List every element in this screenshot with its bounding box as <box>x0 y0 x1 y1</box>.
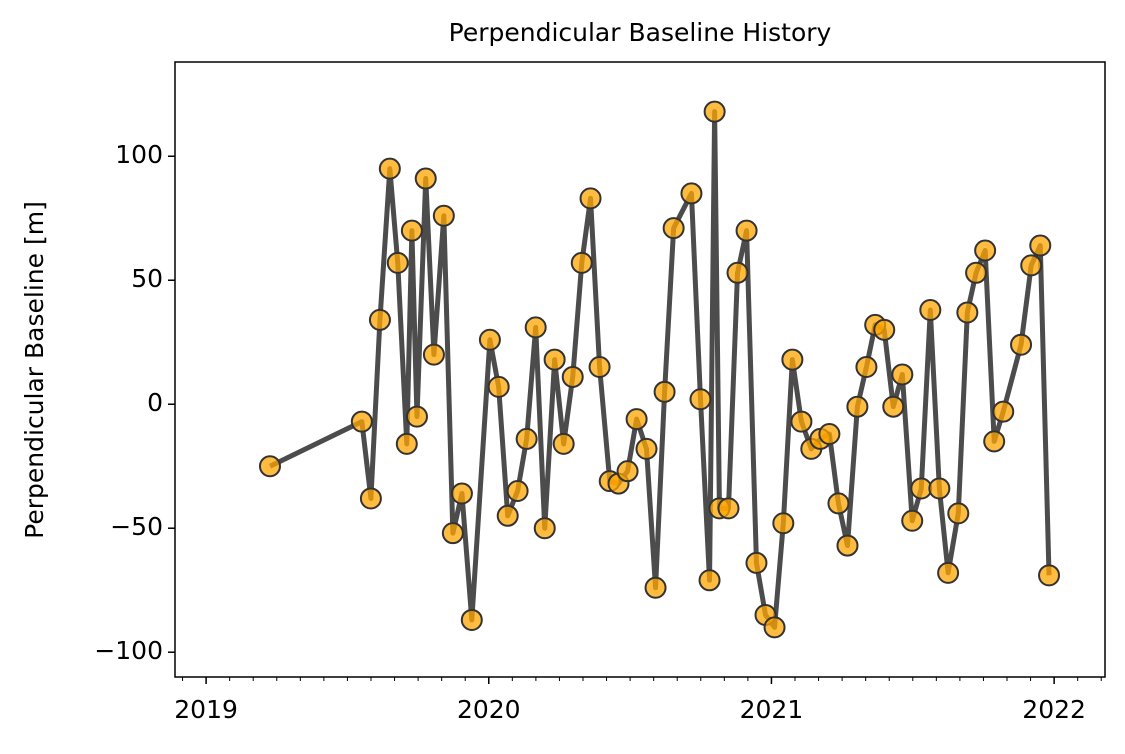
point <box>386 251 409 274</box>
point <box>974 239 997 262</box>
point <box>956 301 979 324</box>
point <box>717 497 740 520</box>
point <box>625 408 648 431</box>
point <box>689 388 712 411</box>
point <box>901 509 924 532</box>
point <box>588 356 611 379</box>
point <box>400 219 423 242</box>
point <box>533 517 556 540</box>
point <box>1010 333 1033 356</box>
point <box>781 348 804 371</box>
point <box>928 477 951 500</box>
point <box>350 410 373 433</box>
point <box>1020 254 1043 277</box>
point <box>450 482 473 505</box>
point <box>441 522 464 545</box>
x-tick-label: 2022 <box>1022 695 1086 724</box>
point <box>763 616 786 639</box>
point <box>460 608 483 631</box>
point <box>891 363 914 386</box>
x-tick-label: 2021 <box>740 695 804 724</box>
point <box>937 561 960 584</box>
point <box>735 219 758 242</box>
line <box>268 109 1052 630</box>
point <box>422 343 445 366</box>
point <box>561 365 584 388</box>
point <box>855 356 878 379</box>
y-tick-label: −50 <box>110 512 163 541</box>
point <box>846 395 869 418</box>
point <box>570 251 593 274</box>
point <box>992 400 1015 423</box>
point <box>910 477 933 500</box>
point <box>772 512 795 535</box>
point <box>496 504 519 527</box>
point <box>947 502 970 525</box>
point <box>919 298 942 321</box>
point <box>552 432 575 455</box>
point <box>873 318 896 341</box>
y-tick-label: 0 <box>147 388 163 417</box>
point <box>395 432 418 455</box>
y-tick-label: 100 <box>115 140 163 169</box>
point <box>378 157 401 180</box>
point <box>414 167 437 190</box>
point <box>836 534 859 557</box>
x-tick-label: 2019 <box>174 695 238 724</box>
point <box>506 480 529 503</box>
point <box>359 487 382 510</box>
y-tick-label: 50 <box>131 264 163 293</box>
point <box>1029 234 1052 257</box>
point <box>405 405 428 428</box>
point <box>703 100 726 123</box>
point <box>543 348 566 371</box>
y-axis-label: Perpendicular Baseline [m] <box>20 201 49 539</box>
point <box>882 395 905 418</box>
point <box>524 316 547 339</box>
point <box>487 375 510 398</box>
point <box>827 492 850 515</box>
point <box>653 380 676 403</box>
point <box>790 410 813 433</box>
point <box>579 187 602 210</box>
point <box>432 204 455 227</box>
x-tick-label: 2020 <box>457 695 521 724</box>
point <box>635 437 658 460</box>
point <box>965 261 988 284</box>
point <box>680 182 703 205</box>
point <box>258 455 281 478</box>
point <box>818 422 841 445</box>
point <box>644 576 667 599</box>
point <box>983 430 1006 453</box>
plot-frame <box>174 61 1106 678</box>
point <box>745 551 768 574</box>
point <box>726 261 749 284</box>
chart-title: Perpendicular Baseline History <box>449 18 832 47</box>
point <box>478 328 501 351</box>
point <box>662 217 685 240</box>
y-tick-label: −100 <box>94 636 163 665</box>
point <box>1038 564 1061 587</box>
point <box>368 308 391 331</box>
point <box>515 427 538 450</box>
point <box>616 460 639 483</box>
point <box>698 569 721 592</box>
